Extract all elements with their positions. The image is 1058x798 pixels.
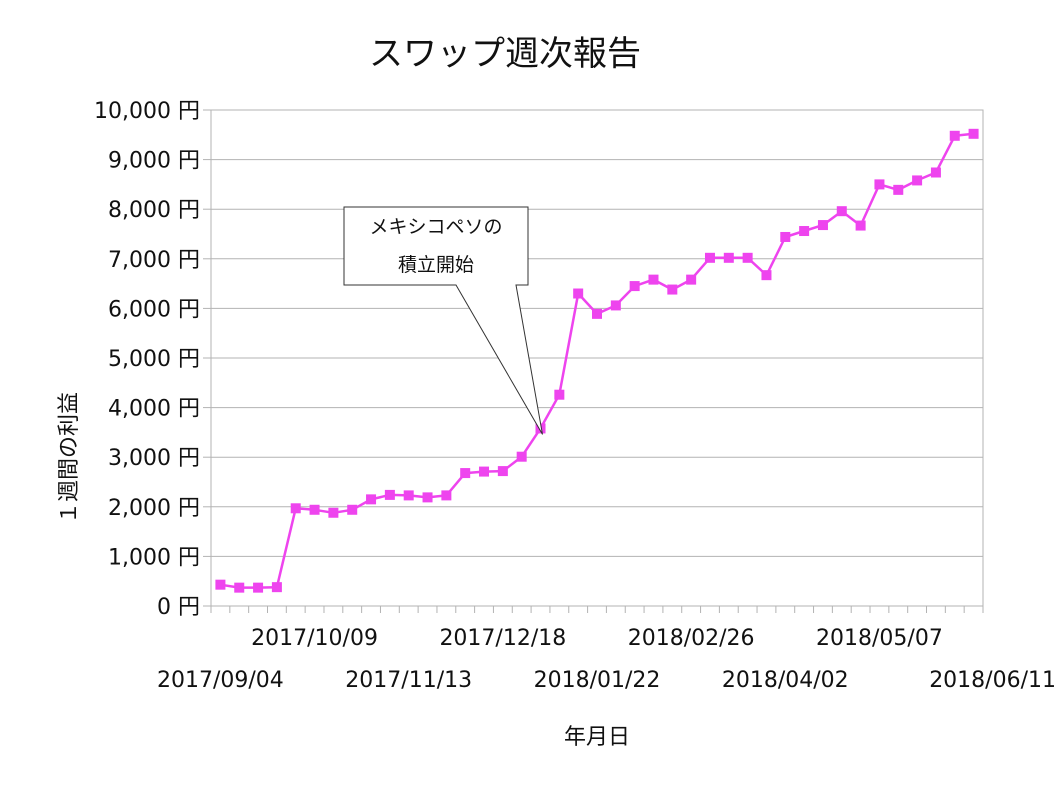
data-point (667, 284, 678, 295)
data-point (930, 167, 941, 178)
y-tick-label: 4,000 円 (108, 397, 200, 422)
data-point (460, 468, 471, 479)
data-point (949, 130, 960, 141)
x-tick-label: 2018/02/26 (628, 626, 755, 651)
x-tick-label: 2018/01/22 (534, 668, 661, 693)
annotation-callout: メキシコペソの 積立開始 (343, 206, 543, 435)
data-point (780, 231, 791, 242)
data-point (968, 128, 979, 139)
y-axis-ticks: 0 円 1,000 円 2,000 円 3,000 円 4,000 円 5,000 円 6,… (94, 99, 200, 620)
y-tick-label: 5,000 円 (108, 347, 200, 372)
callout-text-line-2: 積立開始 (398, 254, 474, 276)
data-point (441, 490, 452, 501)
gridlines (211, 159, 983, 557)
data-point (573, 288, 584, 299)
data-point (893, 184, 904, 195)
y-tick-label: 6,000 円 (108, 297, 200, 322)
data-point (497, 466, 508, 477)
x-tick-label: 2017/09/04 (157, 668, 284, 693)
data-point (271, 582, 282, 593)
data-point (629, 281, 640, 292)
data-series (215, 128, 979, 593)
data-point (215, 579, 226, 590)
data-point (253, 582, 264, 593)
x-axis-ticks: 2017/10/09 2017/12/18 2018/02/26 2018/05/07… (157, 626, 1056, 693)
data-point (723, 252, 734, 263)
data-point (479, 466, 490, 477)
y-tick-label: 10,000 円 (94, 99, 200, 124)
data-point (290, 503, 301, 514)
data-point (366, 494, 377, 505)
x-axis-label: 年月日 (564, 725, 630, 750)
axes (203, 109, 984, 613)
data-point (742, 252, 753, 263)
data-point (704, 252, 715, 263)
callout-text-line-1: メキシコペソの (369, 216, 502, 238)
data-point (874, 179, 885, 190)
data-point (855, 220, 866, 231)
y-tick-label: 2,000 円 (108, 496, 200, 521)
y-tick-label: 3,000 円 (108, 446, 200, 471)
y-tick-label: 8,000 円 (108, 198, 200, 223)
y-tick-label: 1,000 円 (108, 545, 200, 570)
callout-box (343, 206, 543, 435)
data-point (309, 504, 320, 515)
data-point (799, 226, 810, 237)
data-point (422, 492, 433, 503)
data-point (347, 504, 358, 515)
y-tick-label: 0 円 (157, 595, 200, 620)
data-point (761, 270, 772, 281)
data-point (912, 175, 923, 186)
x-tick-label: 2018/04/02 (722, 668, 849, 693)
chart-title: スワップ週次報告 (369, 34, 641, 74)
data-point (328, 507, 339, 518)
data-point (403, 490, 414, 501)
data-point (686, 274, 697, 285)
x-tick-label: 2018/06/11 (929, 668, 1056, 693)
y-axis-label: １週間の利益 (57, 392, 82, 524)
x-tick-label: 2017/11/13 (345, 668, 472, 693)
data-point (592, 308, 602, 319)
data-point (610, 300, 621, 311)
data-point (836, 206, 847, 217)
data-point (516, 451, 527, 462)
data-point (234, 582, 245, 593)
data-point (384, 489, 395, 500)
data-point (554, 389, 565, 400)
x-tick-label: 2017/10/09 (251, 626, 378, 651)
x-tick-label: 2017/12/18 (439, 626, 566, 651)
y-tick-label: 7,000 円 (108, 248, 200, 273)
data-point (817, 220, 828, 231)
data-point (648, 274, 659, 285)
x-tick-label: 2018/05/07 (816, 626, 943, 651)
y-tick-label: 9,000 円 (108, 149, 200, 174)
